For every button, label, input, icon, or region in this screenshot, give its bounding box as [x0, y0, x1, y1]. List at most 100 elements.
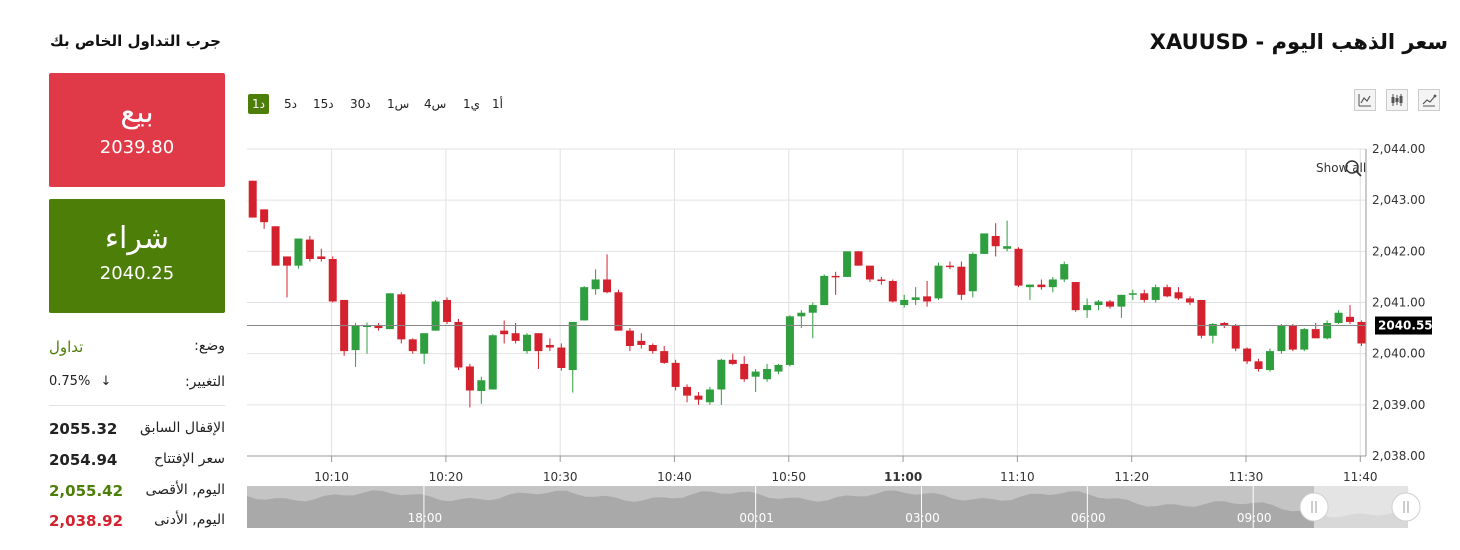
candle-body — [660, 351, 669, 363]
timeframe-button[interactable]: 1س — [387, 97, 410, 111]
timeframe-button[interactable]: 30د — [350, 97, 371, 111]
candle-body — [1163, 287, 1172, 297]
info-divider — [49, 405, 225, 406]
navigator-area — [247, 490, 1408, 528]
y-tick-label: 2,044.00 — [1372, 142, 1425, 156]
candle — [843, 251, 852, 277]
candle-body — [1197, 299, 1206, 336]
candle-body — [831, 275, 840, 278]
candle — [1003, 220, 1012, 252]
candle — [854, 251, 863, 266]
candle-body — [545, 344, 554, 348]
candle — [1048, 276, 1057, 293]
candle — [260, 209, 269, 229]
navigator-handle-right[interactable] — [1391, 492, 1421, 522]
candle-body — [1345, 316, 1354, 322]
candle-body — [568, 321, 577, 371]
candle-body — [705, 389, 714, 403]
candle — [420, 333, 429, 364]
candle-body — [625, 330, 634, 346]
open-row: سعر الإفتتاح 2054.94 — [49, 451, 225, 473]
candle — [340, 299, 349, 356]
candle-body — [1128, 293, 1137, 295]
candle-body — [694, 395, 703, 400]
x-tick-label: 10:50 — [771, 470, 806, 484]
candle — [751, 369, 760, 393]
timeframe-button[interactable]: 4س — [424, 97, 447, 111]
sell-button[interactable]: بيع 2039.80 — [49, 73, 225, 187]
candle — [1254, 358, 1263, 372]
timeframe-button[interactable]: 1أ — [492, 97, 503, 111]
y-tick-label: 2,043.00 — [1372, 193, 1425, 207]
timeframe-button[interactable]: 1ي — [463, 97, 481, 111]
candle — [271, 226, 280, 266]
candle — [774, 363, 783, 375]
candle — [820, 274, 829, 306]
candle-body — [763, 369, 772, 380]
buy-button[interactable]: شراء 2040.25 — [49, 199, 225, 313]
y-tick-label: 2,038.00 — [1372, 449, 1425, 463]
candle-body — [774, 364, 783, 372]
navigator-handle-knob — [1299, 492, 1329, 522]
current-price-label: 2040.55 — [1378, 319, 1433, 333]
y-axis: 2,044.00 2,043.00 2,042.00 2,041.00 2,040.00… — [1365, 142, 1425, 463]
candle-body — [934, 265, 943, 299]
candle-body — [648, 344, 657, 352]
candle — [660, 345, 669, 364]
line-chart-button[interactable] — [1354, 89, 1376, 111]
instrument-info: وضع: تداول التغيير: 0.75% ↓ الإقفال السا… — [49, 338, 225, 538]
candle-body — [580, 287, 589, 321]
candlestick-chart-button[interactable] — [1386, 89, 1408, 111]
x-tick-label: 10:40 — [657, 470, 692, 484]
candle-body — [671, 362, 680, 387]
timeframe-button[interactable]: 15د — [313, 97, 334, 111]
y-tick-label: 2,040.00 — [1372, 347, 1425, 361]
candle-body — [900, 299, 909, 306]
candle-body — [465, 366, 474, 391]
area-chart-button[interactable] — [1418, 89, 1440, 111]
buy-label: شراء — [104, 221, 170, 256]
change-percent: 0.75% — [49, 374, 91, 389]
open-value: 2054.94 — [49, 451, 118, 469]
x-tick-label: 11:30 — [1229, 470, 1264, 484]
show-all-button[interactable]: Show all — [1316, 160, 1366, 177]
candle — [443, 297, 452, 324]
candle-body — [968, 253, 977, 292]
open-label: سعر الإفتتاح — [154, 451, 225, 467]
candle-body — [351, 325, 360, 351]
candle-body — [603, 279, 612, 293]
y-tick-label: 2,042.00 — [1372, 244, 1425, 258]
candle-body — [740, 363, 749, 380]
zoom-out-icon — [1345, 160, 1359, 174]
day-low-label: اليوم, الأدنى — [154, 512, 225, 528]
zoom-out-icon-handle — [1355, 170, 1362, 177]
candle — [351, 322, 360, 367]
timeframe-button[interactable]: 1د — [248, 94, 269, 114]
current-price-tag-bg — [1375, 316, 1432, 335]
candle-body — [911, 297, 920, 300]
candle — [294, 238, 303, 269]
candle — [1037, 279, 1046, 290]
range-navigator[interactable]: 18:00 00:01 03:00 06:00 09:00 — [247, 486, 1421, 528]
navigator-label: 00:01 — [739, 511, 774, 525]
candle — [1025, 284, 1034, 300]
candle-body — [294, 238, 303, 266]
day-low-value: 2,038.92 — [49, 512, 124, 530]
candle — [1243, 347, 1252, 364]
candle — [500, 320, 509, 344]
timeframe-button[interactable]: 5د — [284, 97, 297, 111]
candle — [614, 289, 623, 331]
candle-body — [877, 279, 886, 282]
y-tick-label: 2,041.00 — [1372, 296, 1425, 310]
candle — [1185, 296, 1194, 306]
candle-body — [1151, 287, 1160, 300]
candle-body — [683, 386, 692, 396]
candle — [568, 321, 577, 393]
page-title: سعر الذهب اليوم - XAUUSD — [1149, 30, 1448, 54]
candle-body — [271, 226, 280, 266]
candle-body — [854, 251, 863, 266]
candle — [877, 276, 886, 285]
navigator-handle-left[interactable] — [1299, 492, 1329, 522]
candle — [431, 299, 440, 331]
